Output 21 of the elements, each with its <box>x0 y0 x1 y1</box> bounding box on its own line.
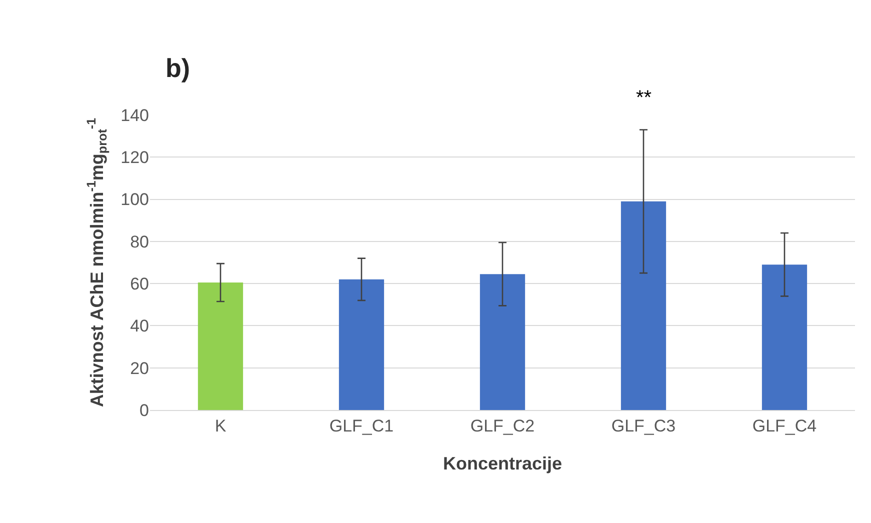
y-tick-label: 80 <box>130 232 149 252</box>
bar <box>620 201 666 410</box>
chart-title: b) <box>165 53 190 84</box>
x-tick-label: GLF_C3 <box>611 416 676 436</box>
bar <box>338 279 384 410</box>
y-tick-label: 60 <box>130 274 149 294</box>
x-tick-label: GLF_C2 <box>470 416 535 436</box>
x-tick-label: GLF_C4 <box>752 416 817 436</box>
y-tick-label: 20 <box>130 358 149 378</box>
y-tick-label: 40 <box>130 316 149 336</box>
y-tick-label: 120 <box>120 148 149 168</box>
x-tick-label: GLF_C1 <box>329 416 394 436</box>
y-tick-label: 0 <box>140 400 149 420</box>
x-axis-title: Koncentracije <box>442 454 562 474</box>
bar <box>198 282 244 410</box>
y-tick-label: 140 <box>120 106 149 125</box>
x-tick-label: K <box>214 416 227 436</box>
annotation: ** <box>636 87 652 109</box>
bar <box>480 274 526 410</box>
bar <box>762 264 808 410</box>
y-tick-label: 100 <box>120 190 149 210</box>
